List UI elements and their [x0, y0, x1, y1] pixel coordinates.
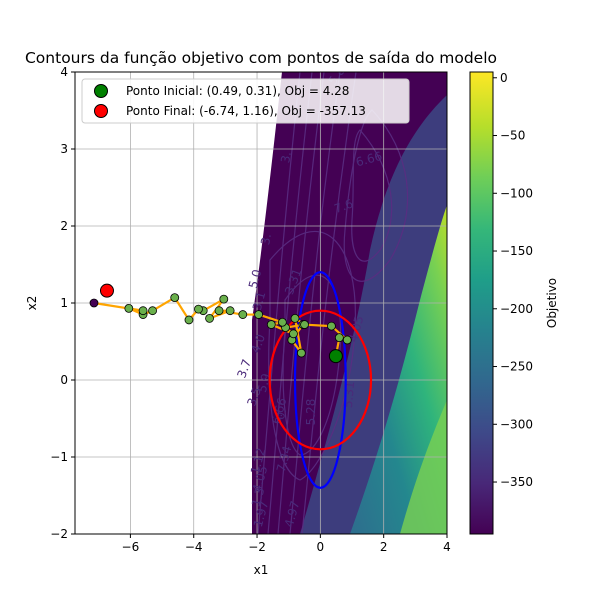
x-tick-label: 4 [443, 540, 451, 554]
ellipse [268, 309, 373, 451]
colorbar-tick-label: −350 [500, 475, 533, 489]
legend-end-label: Ponto Final: (-6.74, 1.16), Obj = -357.1… [126, 104, 366, 118]
colorbar: 0 −50 −100 −150 −200 −250 −300 −350 Objetivo [469, 71, 559, 535]
path-point [327, 321, 336, 331]
colorbar-tick-label: −200 [500, 302, 533, 316]
contour-label: 5.28 [304, 399, 318, 426]
path-point [289, 329, 298, 339]
contour-label: 1.12 [248, 446, 268, 475]
x-tick-label: −2 [248, 540, 266, 554]
legend-start-label: Ponto Inicial: (0.49, 0.31), Obj = 4.28 [126, 84, 349, 98]
legend-box [81, 78, 410, 124]
path-point [296, 348, 306, 358]
colorbar-gradient [469, 71, 494, 535]
path-point [290, 313, 300, 323]
contour-label: 3.7 [234, 357, 254, 380]
y-tick-label: 4 [60, 65, 68, 79]
contour-label: 3. [278, 150, 294, 164]
path-point [266, 320, 276, 329]
contour-label: 7.6 [332, 196, 355, 216]
colorbar-label: Objetivo [545, 278, 559, 328]
contour-label: 1.3 [249, 486, 267, 508]
x-tick-label: 0 [317, 540, 325, 554]
y-tick-label: 2 [60, 219, 68, 233]
colorbar-tick-label: −100 [500, 186, 533, 200]
path-point [138, 306, 148, 316]
contour-label: 3.1 [250, 290, 268, 312]
contour-label: 1.97 [251, 499, 271, 528]
constraint-ellipses [268, 271, 373, 489]
contour-label: 3.5 [244, 385, 264, 408]
path-point [277, 317, 287, 327]
contour-label: 5.0 [246, 268, 264, 290]
path-point [214, 306, 224, 316]
y-tick-label: 3 [60, 142, 68, 156]
chart-title: Contours da função objetivo com pontos d… [25, 49, 497, 67]
colorbar-tick-label: −50 [500, 129, 525, 143]
path-point [148, 306, 157, 316]
ellipse [293, 271, 347, 489]
path-point [225, 306, 235, 316]
path-point [238, 310, 248, 319]
colorbar-tick-label: 0 [500, 71, 508, 85]
contour-label: 4.05 [346, 314, 366, 343]
end-point [99, 283, 114, 298]
path-point [170, 293, 180, 303]
path-point [184, 315, 194, 325]
path-point [205, 313, 214, 323]
path-point [219, 294, 229, 304]
contour-label: 4.05 [250, 464, 270, 493]
colorbar-ticks: 0 −50 −100 −150 −200 −250 −300 −350 [493, 71, 533, 489]
colorbar-tick-label: −300 [500, 417, 533, 431]
y-tick-label: 1 [60, 296, 68, 310]
y-tick-label: −2 [50, 527, 68, 541]
contour-label: 4.0 [248, 332, 268, 355]
x-tick-label: −6 [122, 540, 140, 554]
path-point [334, 333, 344, 343]
contour-label: 5.31 [341, 381, 357, 409]
start-point [328, 349, 343, 364]
y-tick-label: −1 [50, 450, 68, 464]
path-point [254, 310, 264, 319]
x-axis: −6 −4 −2 0 2 4 [122, 534, 451, 554]
contour-label: 6.66 [354, 149, 383, 169]
plot-frame [74, 71, 448, 535]
contour-label: 3. [258, 232, 274, 246]
legend-start-marker [94, 84, 108, 98]
y-axis: −2 −1 0 1 2 3 4 [50, 65, 75, 541]
optimization-path [89, 293, 352, 361]
y-tick-label: 0 [60, 373, 68, 387]
x-tick-label: −4 [185, 540, 203, 554]
path-point [89, 298, 99, 308]
legend: Ponto Inicial: (0.49, 0.31), Obj = 4.28 … [81, 78, 410, 124]
contour-label: 7.34 [274, 444, 294, 473]
path-point [194, 304, 203, 314]
path-point [124, 303, 134, 313]
contour-label: 6.66 [269, 396, 289, 425]
colorbar-tick-label: −150 [500, 244, 533, 258]
path-point [300, 320, 309, 329]
colorbar-tick-label: −250 [500, 360, 533, 374]
x-axis-label: x1 [254, 563, 269, 577]
legend-end-marker [94, 104, 108, 118]
y-axis-label: x2 [25, 296, 39, 311]
contour-label: 4.97 [282, 499, 302, 528]
path-point [342, 335, 352, 345]
endpoint-markers [99, 283, 343, 364]
grid-lines [75, 72, 447, 534]
x-tick-label: 2 [380, 540, 388, 554]
